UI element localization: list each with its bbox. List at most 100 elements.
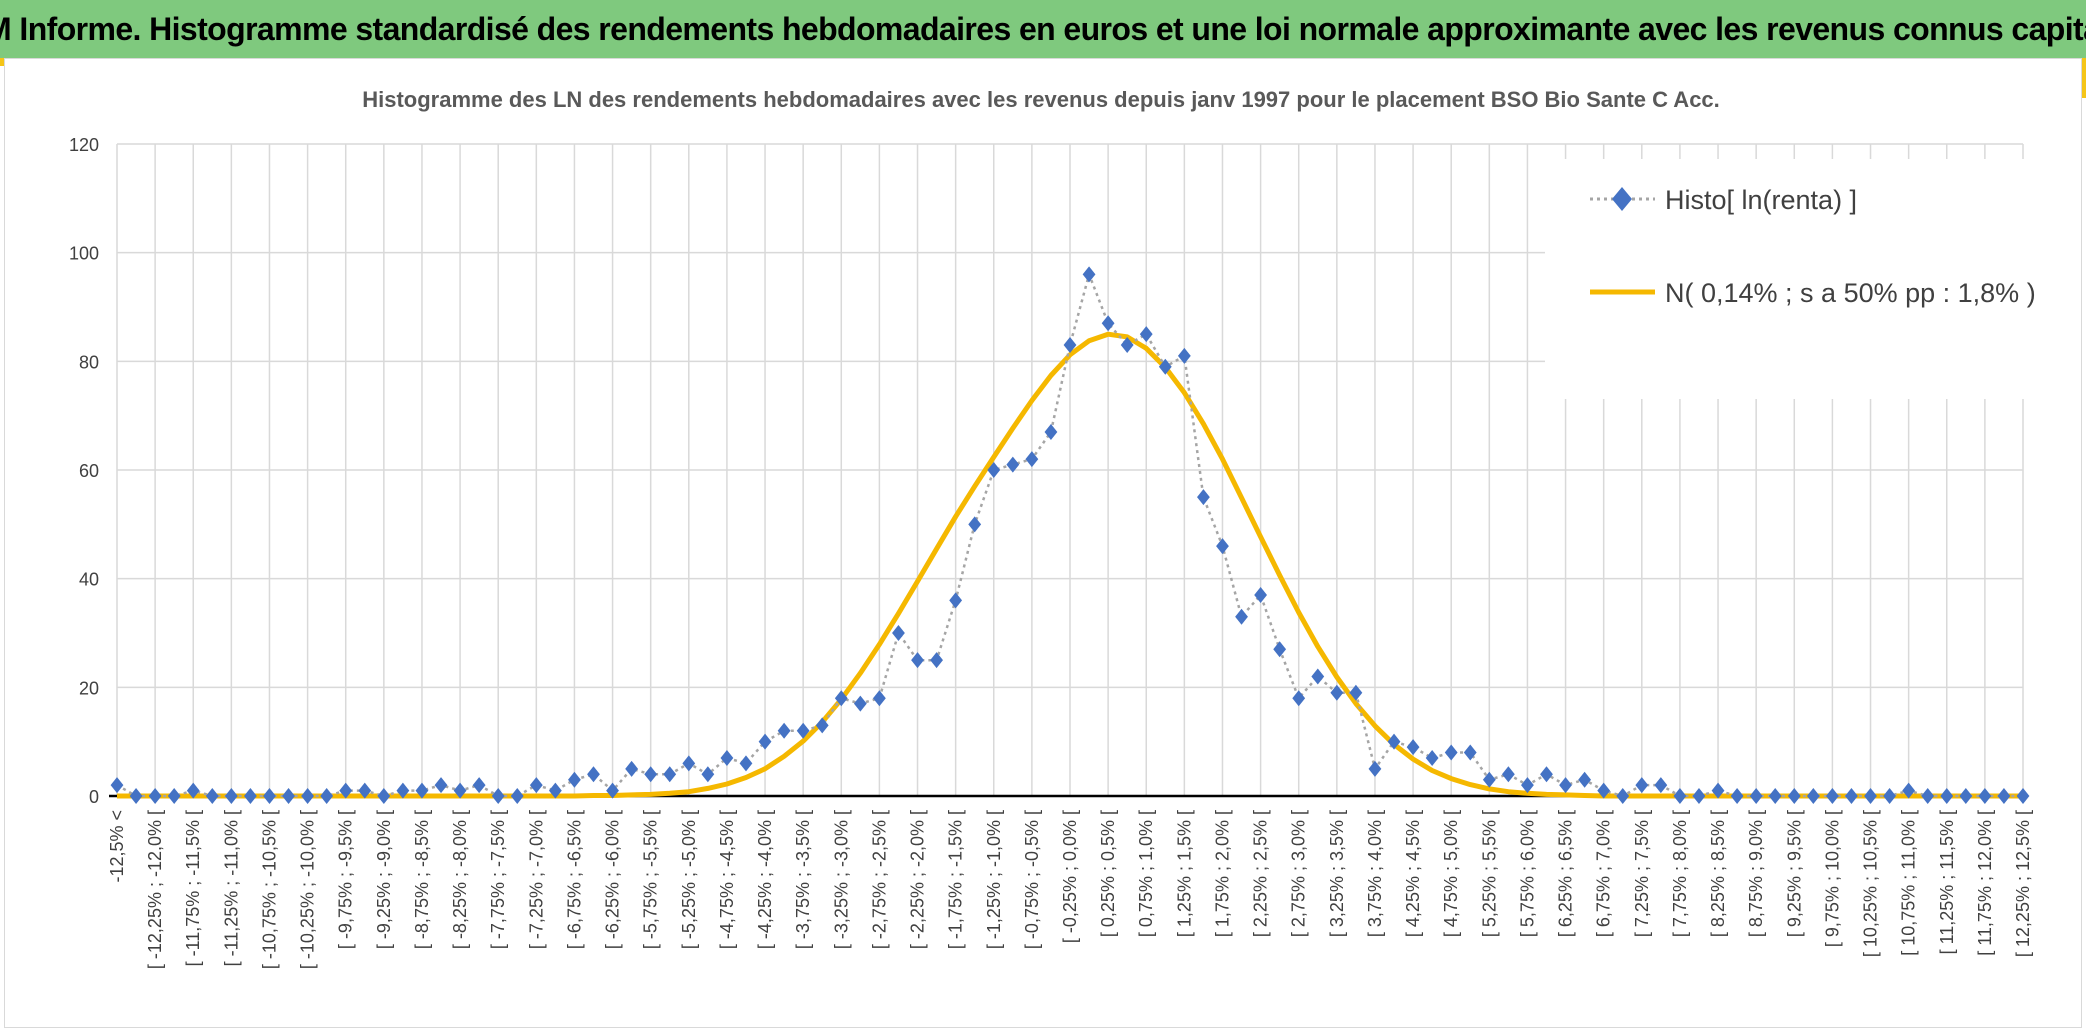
histogram-point xyxy=(1806,788,1820,804)
histogram-point xyxy=(1235,608,1248,625)
x-tick-label: [ 11,75% ; 12,0% [ xyxy=(1975,810,1995,956)
histogram-point xyxy=(834,690,848,707)
x-tick-label: [ -5,75% ; -5,5% [ xyxy=(641,810,661,949)
chart: Histogramme des LN des rendements hebdom… xyxy=(69,87,2036,969)
histogram-point xyxy=(1578,771,1592,788)
chart-title: Histogramme des LN des rendements hebdom… xyxy=(362,87,1720,112)
histogram-point xyxy=(1177,347,1191,364)
x-tick-label: [ 0,25% ; 0,5% [ xyxy=(1098,810,1118,937)
histogram-point xyxy=(205,788,219,804)
histogram-point xyxy=(873,690,886,707)
x-tick-label: [ -4,25% ; -4,0% [ xyxy=(755,810,775,949)
histogram-point xyxy=(1330,684,1344,701)
corner-accent-right-edge xyxy=(2082,58,2086,98)
x-tick-label: [ 3,25% ; 3,5% [ xyxy=(1327,810,1347,937)
histogram-point xyxy=(987,462,1001,478)
x-tick-label: [ 1,75% ; 2,0% [ xyxy=(1212,810,1232,937)
histogram-point xyxy=(892,625,905,641)
histogram-point xyxy=(644,766,658,783)
histogram-point xyxy=(796,722,810,739)
y-tick-label: 80 xyxy=(79,352,99,372)
x-tick-label: [ 4,75% ; 5,0% [ xyxy=(1441,810,1461,937)
x-tick-label: [ 10,75% ; 11,0% [ xyxy=(1899,810,1919,956)
x-tick-label: [ 9,25% ; 9,5% [ xyxy=(1784,810,1804,937)
histogram-point xyxy=(434,777,448,794)
x-tick-label: [ 5,25% ; 5,5% [ xyxy=(1479,810,1499,937)
x-tick-label: [ 9,75% ; 10,0% [ xyxy=(1822,810,1842,947)
histogram-point xyxy=(1158,358,1172,375)
x-tick-label: [ -0,25% ; 0,0% [ xyxy=(1060,810,1080,943)
y-tick-label: 100 xyxy=(69,244,99,264)
x-tick-label: [ -2,25% ; -2,0% [ xyxy=(908,810,928,949)
report-title: ADAM Informe. Histogramme standardisé de… xyxy=(0,10,2086,47)
x-tick-label: [ -7,75% ; -7,5% [ xyxy=(488,810,508,949)
histogram-point xyxy=(1387,733,1401,750)
histogram-point xyxy=(224,788,238,804)
histogram-point xyxy=(968,516,982,533)
x-tick-label: [ 2,25% ; 2,5% [ xyxy=(1251,810,1271,937)
x-tick-label: [ 11,25% ; 11,5% [ xyxy=(1937,810,1957,954)
histogram-point xyxy=(1292,690,1306,707)
x-tick-label: [ 6,25% ; 6,5% [ xyxy=(1556,810,1576,937)
x-tick-label: [ 4,25% ; 4,5% [ xyxy=(1403,810,1423,937)
x-tick-label: [ 2,75% ; 3,0% [ xyxy=(1289,810,1309,937)
histogram-point xyxy=(1120,337,1134,354)
x-tick-label: [ -6,25% ; -6,0% [ xyxy=(603,810,623,949)
histogram-point xyxy=(1749,788,1763,804)
x-tick-label: [ 7,75% ; 8,0% [ xyxy=(1670,810,1690,937)
histogram-point xyxy=(2016,788,2030,804)
histogram-point xyxy=(529,777,543,794)
legend: Histo[ ln(renta) ] N( 0,14% ; s a 50% pp… xyxy=(1545,159,2036,399)
histogram-point xyxy=(1349,684,1363,701)
histogram-point xyxy=(682,755,696,772)
histogram-point xyxy=(282,788,295,804)
histogram-point xyxy=(1463,744,1477,761)
x-tick-label: [ 5,75% ; 6,0% [ xyxy=(1517,810,1537,937)
histogram-point xyxy=(1616,788,1630,804)
histogram-point xyxy=(1559,777,1572,794)
histogram-point xyxy=(148,788,162,804)
x-tick-label: [ -1,75% ; -1,5% [ xyxy=(946,810,966,949)
histogram-point xyxy=(472,777,486,794)
x-tick-label: [ 0,75% ; 1,0% [ xyxy=(1136,810,1156,937)
histogram-point xyxy=(1501,766,1515,783)
histogram-point xyxy=(1635,777,1649,794)
histogram-point xyxy=(1921,788,1935,804)
x-tick-label: [ 7,25% ; 7,5% [ xyxy=(1632,810,1652,937)
histogram-point xyxy=(244,788,257,804)
histogram-point xyxy=(587,766,600,783)
histogram-point xyxy=(1845,788,1858,804)
x-tick-label: [ -10,75% ; -10,5% [ xyxy=(259,810,279,969)
x-tick-label: [ -0,75% ; -0,5% [ xyxy=(1022,810,1042,949)
x-tick-label: -12,5% < xyxy=(107,810,127,883)
histogram-point xyxy=(911,652,924,669)
histogram-point xyxy=(1768,788,1782,804)
histogram-point xyxy=(1673,788,1687,804)
x-tick-label: [ -2,75% ; -2,5% [ xyxy=(869,810,889,949)
chart-frame: Histogramme des LN des rendements hebdom… xyxy=(4,58,2082,1028)
histogram-point xyxy=(701,766,715,783)
x-tick-label: [ -11,25% ; -11,0% [ xyxy=(221,810,241,966)
histogram-point xyxy=(1082,266,1096,283)
histogram-point xyxy=(1597,782,1611,799)
histogram-point xyxy=(1254,586,1267,603)
histogram-point xyxy=(1006,456,1020,473)
histogram-point xyxy=(1444,744,1458,761)
histogram-point xyxy=(548,782,562,799)
histogram-point xyxy=(510,788,524,804)
histogram-point xyxy=(377,788,391,804)
histogram-point xyxy=(1692,788,1706,804)
histogram-point xyxy=(815,717,829,734)
histogram-point xyxy=(739,755,753,772)
histogram-point xyxy=(415,782,429,799)
x-tick-label: [ 3,75% ; 4,0% [ xyxy=(1365,810,1385,937)
histogram-point xyxy=(1482,771,1496,788)
histogram-point xyxy=(1883,788,1896,804)
y-tick-label: 60 xyxy=(79,461,99,481)
x-tick-label: [ -8,75% ; -8,5% [ xyxy=(412,810,432,949)
histogram-point xyxy=(358,782,372,799)
x-tick-label: [ 1,25% ; 1,5% [ xyxy=(1174,810,1194,937)
x-tick-label: [ -6,75% ; -6,5% [ xyxy=(564,810,584,949)
x-tick-label: [ -9,75% ; -9,5% [ xyxy=(336,810,356,949)
x-tick-label: [ 12,25% ; 12,5% [ xyxy=(2013,810,2033,957)
